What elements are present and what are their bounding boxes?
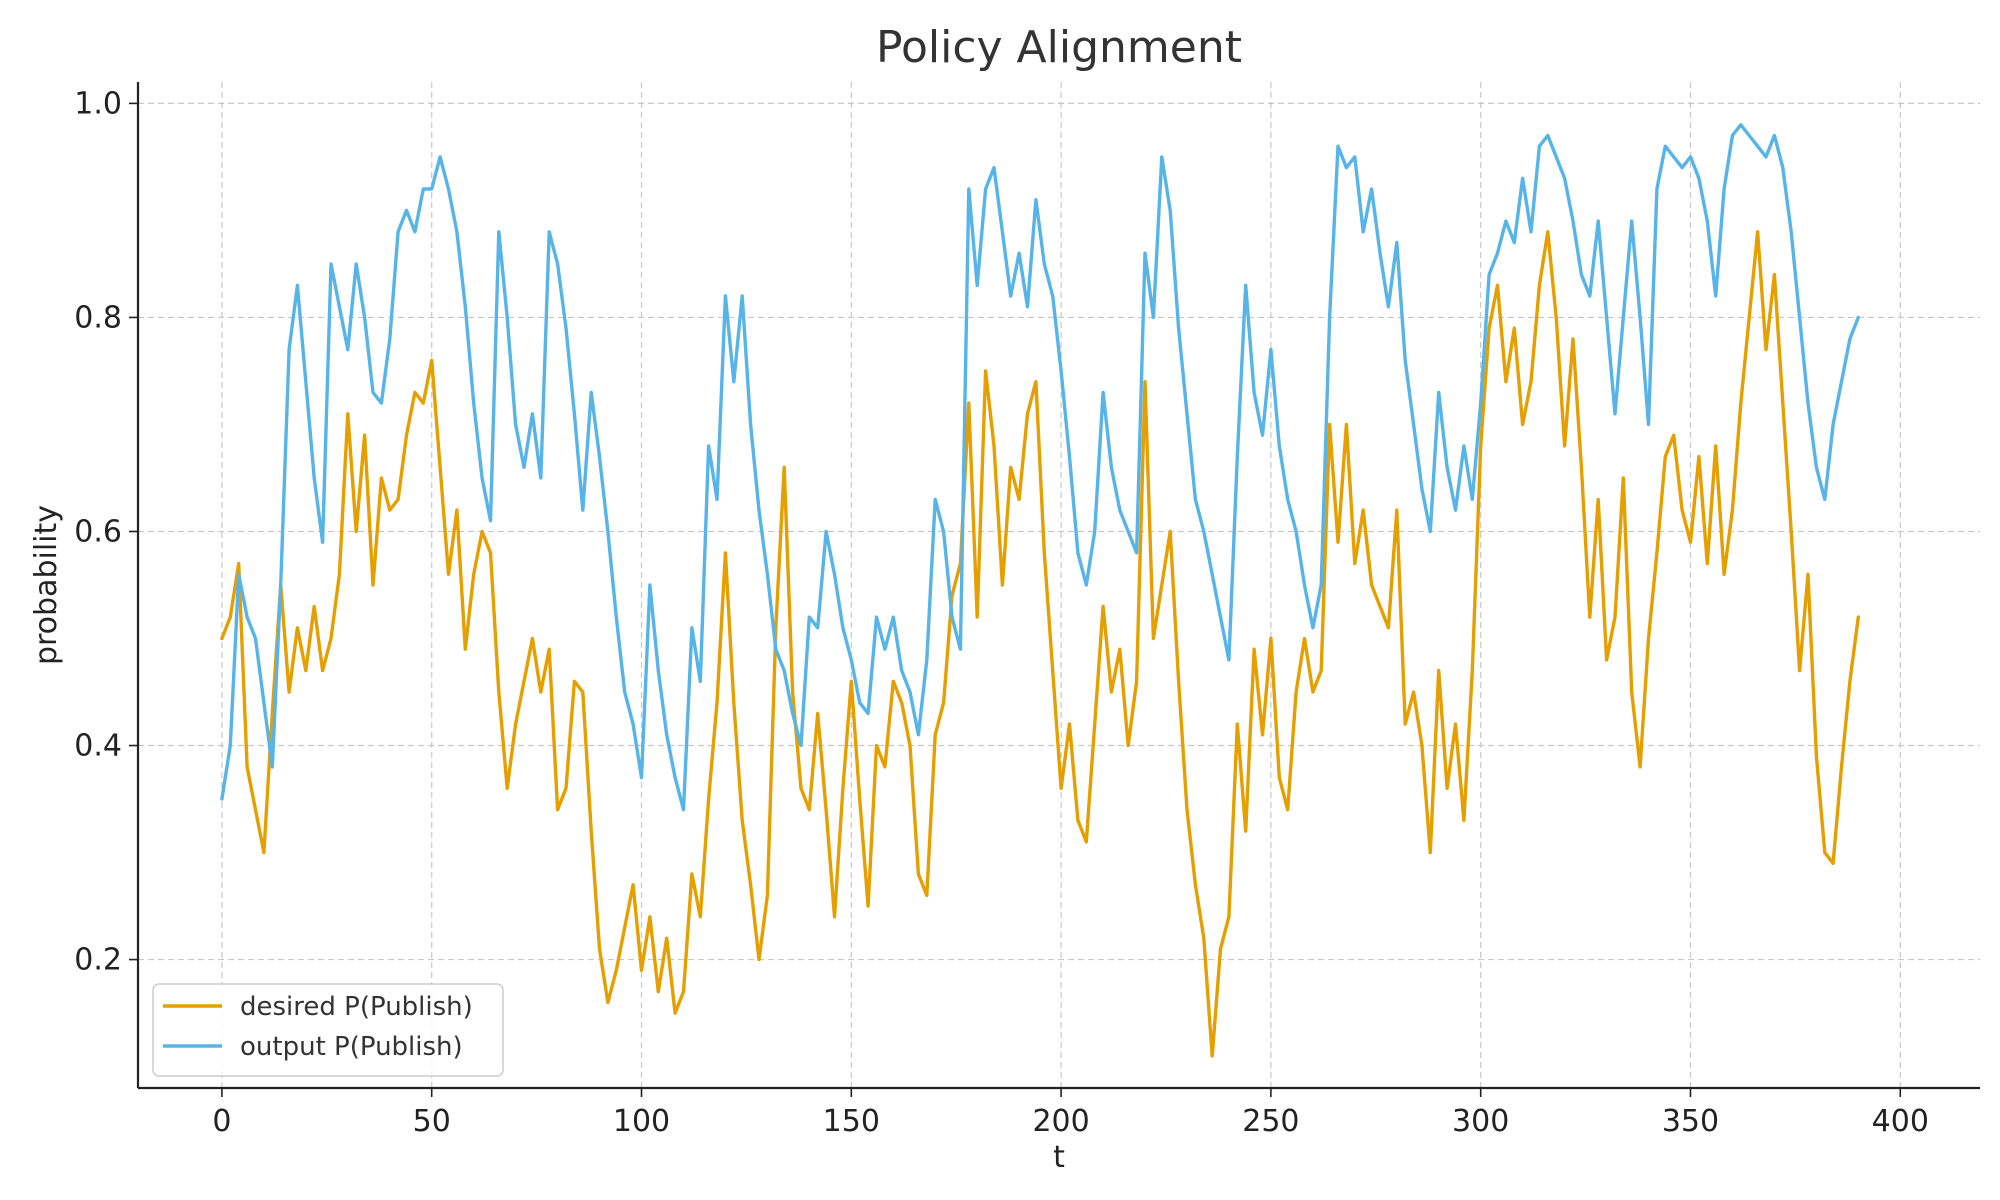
legend: desired P(Publish) output P(Publish) — [152, 983, 504, 1077]
y-tick-label: 0.4 — [74, 729, 122, 764]
tick-marks: 0 50 100 150 200 250 300 350 400 0.2 0.4 0.6 0.8 1.0 — [74, 86, 1929, 1139]
series-line-output — [220, 123, 1860, 812]
series-layer — [220, 123, 1860, 1058]
x-tick-label: 350 — [1662, 1104, 1719, 1139]
legend-label-output: output P(Publish) — [240, 1032, 463, 1062]
x-tick-label: 150 — [823, 1104, 880, 1139]
x-tick-label: 50 — [413, 1104, 451, 1139]
x-tick-label: 100 — [613, 1104, 670, 1139]
x-tick-label: 250 — [1242, 1104, 1299, 1139]
chart-title: Policy Alignment — [876, 22, 1242, 73]
y-axis-label: probability — [29, 505, 64, 665]
y-tick-label: 0.6 — [74, 514, 122, 549]
grid-lines — [138, 82, 1980, 1088]
x-tick-label: 300 — [1452, 1104, 1509, 1139]
x-tick-label: 200 — [1032, 1104, 1089, 1139]
x-tick-label: 400 — [1872, 1104, 1929, 1139]
y-tick-label: 1.0 — [74, 86, 122, 121]
y-tick-label: 0.8 — [74, 300, 122, 335]
x-axis-label: t — [1053, 1140, 1065, 1175]
x-tick-label: 0 — [212, 1104, 231, 1139]
series-line-desired — [220, 230, 1860, 1058]
y-tick-label: 0.2 — [74, 943, 122, 978]
legend-box — [152, 983, 504, 1077]
axes — [136, 82, 1980, 1090]
legend-label-desired: desired P(Publish) — [240, 992, 473, 1022]
